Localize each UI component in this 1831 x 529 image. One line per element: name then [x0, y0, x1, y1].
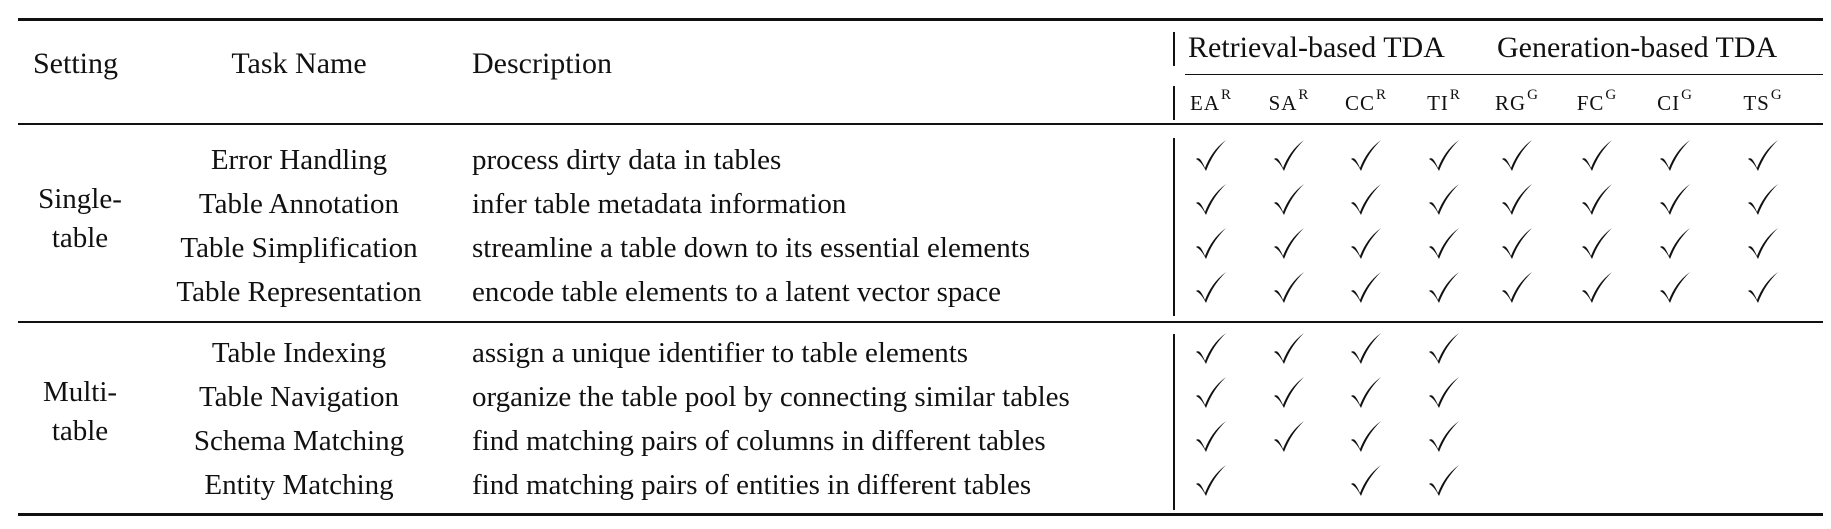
header-setting: Setting	[33, 47, 119, 80]
header-description: Description	[472, 47, 612, 80]
checkmark-icon	[1196, 140, 1226, 171]
description-cell: encode table elements to a latent vector…	[472, 276, 1001, 308]
task-name-cell: Error Handling	[210, 144, 388, 176]
checkmark-icon	[1502, 272, 1532, 303]
checkmark-icon	[1196, 421, 1226, 452]
description-cell: find matching pairs of columns in differ…	[472, 425, 1046, 457]
group-underline	[1185, 74, 1823, 75]
description-cell: assign a unique identifier to table elem…	[472, 337, 969, 369]
checkmark-icon	[1351, 272, 1381, 303]
checkmark-icon	[1274, 184, 1304, 215]
checkmark-icon	[1351, 465, 1381, 496]
task-name-cell: Table Navigation	[198, 381, 400, 413]
task-name-cell: Schema Matching	[193, 425, 405, 457]
checkmark-icon	[1660, 228, 1690, 259]
header-task-name: Task Name	[231, 47, 367, 80]
column-header: SAR	[1268, 87, 1310, 115]
table-header-rule	[18, 123, 1823, 125]
checkmark-icon	[1582, 272, 1612, 303]
checkmark-icon	[1748, 184, 1778, 215]
checkmark-icon	[1429, 140, 1459, 171]
checkmark-icon	[1429, 377, 1459, 408]
setting-label-single-line1: Single-	[38, 183, 122, 215]
task-name-cell: Table Indexing	[211, 337, 387, 369]
column-header: CCR	[1344, 87, 1388, 115]
checkmark-icon	[1748, 228, 1778, 259]
task-name-cell: Entity Matching	[204, 469, 394, 501]
checkmark-icon	[1274, 140, 1304, 171]
setting-label-multi-line2: table	[51, 415, 109, 447]
checkmark-icon	[1429, 421, 1459, 452]
checkmark-icon	[1660, 140, 1690, 171]
task-name-cell: Table Representation	[176, 276, 422, 308]
header-group-retrieval: Retrieval-based TDA	[1188, 31, 1445, 64]
checkmark-icon	[1429, 184, 1459, 215]
checkmark-icon	[1274, 333, 1304, 364]
description-cell: infer table metadata information	[472, 188, 847, 220]
checkmark-icon	[1351, 184, 1381, 215]
description-cell: process dirty data in tables	[472, 144, 782, 176]
checkmark-icon	[1351, 421, 1381, 452]
checkmark-icon	[1274, 272, 1304, 303]
description-cell: streamline a table down to its essential…	[472, 232, 1031, 264]
setting-label-multi-line1: Multi-	[42, 376, 118, 408]
task-name-cell: Table Annotation	[198, 188, 400, 220]
checkmark-icon	[1196, 228, 1226, 259]
table-bottom-rule	[18, 513, 1823, 516]
setting-label-single-line2: table	[51, 222, 109, 254]
checkmark-icon	[1582, 140, 1612, 171]
checkmark-icon	[1582, 184, 1612, 215]
checkmark-icon	[1274, 377, 1304, 408]
checkmark-icon	[1429, 228, 1459, 259]
description-cell: find matching pairs of entities in diffe…	[472, 469, 1032, 501]
checkmark-icon	[1196, 184, 1226, 215]
column-header: CIG	[1657, 87, 1693, 115]
table-top-rule	[18, 18, 1823, 21]
checkmark-icon	[1748, 140, 1778, 171]
checkmark-icon	[1274, 228, 1304, 259]
column-header: TIR	[1427, 87, 1461, 115]
checkmark-icon	[1582, 228, 1612, 259]
column-header: RGG	[1494, 87, 1540, 115]
checkmark-icon	[1274, 421, 1304, 452]
checkmark-icon	[1351, 228, 1381, 259]
description-cell: organize the table pool by connecting si…	[472, 381, 1070, 413]
checkmark-icon	[1429, 465, 1459, 496]
checkmark-icon	[1660, 184, 1690, 215]
task-name-cell: Table Simplification	[180, 232, 418, 264]
multi-table-vertical-divider	[1173, 334, 1175, 510]
checkmark-icon	[1502, 140, 1532, 171]
checkmark-icon	[1351, 377, 1381, 408]
header-group-generation: Generation-based TDA	[1497, 31, 1778, 64]
checkmark-icon	[1429, 333, 1459, 364]
checkmark-icon	[1196, 465, 1226, 496]
checkmark-icon	[1351, 140, 1381, 171]
checkmark-icon	[1502, 228, 1532, 259]
checkmark-icon	[1429, 272, 1459, 303]
column-header: TSG	[1743, 87, 1783, 115]
header-vertical-divider-top	[1173, 32, 1175, 66]
checkmark-icon	[1351, 333, 1381, 364]
header-vertical-divider-bottom	[1173, 86, 1175, 120]
checkmark-icon	[1196, 377, 1226, 408]
table-section-rule	[18, 321, 1823, 323]
checkmark-icon	[1196, 272, 1226, 303]
column-header: FCG	[1576, 87, 1618, 115]
checkmark-icon	[1748, 272, 1778, 303]
single-table-vertical-divider	[1173, 138, 1175, 316]
checkmark-icon	[1196, 333, 1226, 364]
column-header: EAR	[1189, 87, 1233, 115]
checkmark-icon	[1502, 184, 1532, 215]
checkmark-icon	[1660, 272, 1690, 303]
